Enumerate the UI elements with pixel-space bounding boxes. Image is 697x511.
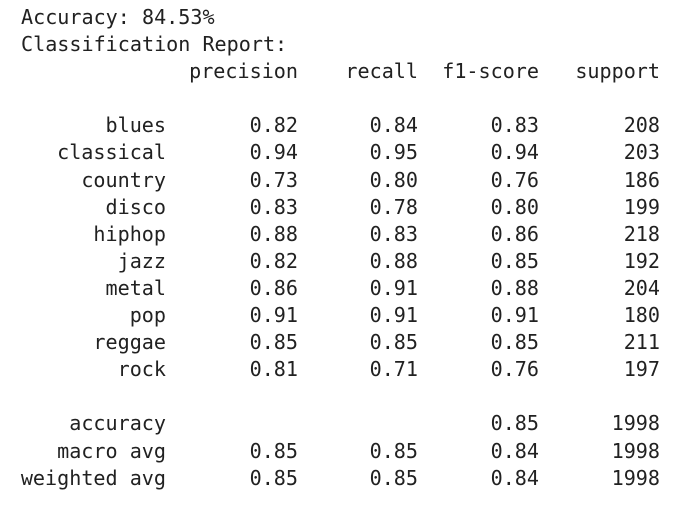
row-recall: 0.85 (369, 330, 418, 355)
row-recall: 0.85 (369, 465, 418, 490)
row-recall: 0.84 (369, 113, 418, 138)
row-label: country (81, 167, 166, 192)
report-row-classical: classical 0.94 0.95 0.94 203 (21, 139, 681, 166)
blank-line (21, 85, 681, 112)
row-f1-score: 0.88 (490, 275, 539, 300)
header-support: support (575, 59, 660, 84)
row-support: 204 (623, 275, 660, 300)
header-f1-score: f1-score (442, 59, 539, 84)
report-row-accuracy: accuracy 0.85 1998 (21, 410, 681, 437)
row-support: 211 (623, 330, 660, 355)
row-f1-score: 0.85 (490, 248, 539, 273)
row-f1-score: 0.76 (490, 167, 539, 192)
row-label: blues (105, 113, 167, 138)
row-label: macro avg (57, 438, 166, 463)
row-precision: 0.73 (249, 167, 298, 192)
console-output: Accuracy: 84.53% Classification Report: … (21, 4, 681, 492)
row-precision: 0.83 (249, 194, 298, 219)
row-label: reggae (93, 330, 166, 355)
row-recall: 0.85 (369, 438, 418, 463)
row-precision: 0.88 (249, 221, 298, 246)
row-support: 218 (623, 221, 660, 246)
row-recall: 0.80 (369, 167, 418, 192)
row-f1-score: 0.84 (490, 438, 539, 463)
report-row-rock: rock 0.81 0.71 0.76 197 (21, 356, 681, 383)
report-row-disco: disco 0.83 0.78 0.80 199 (21, 194, 681, 221)
row-label: classical (57, 140, 166, 165)
row-support: 180 (623, 303, 660, 328)
row-precision: 0.94 (249, 140, 298, 165)
report-row-metal: metal 0.86 0.91 0.88 204 (21, 275, 681, 302)
row-recall: 0.91 (369, 275, 418, 300)
row-recall: 0.91 (369, 303, 418, 328)
row-support: 197 (623, 357, 660, 382)
row-support: 208 (623, 113, 660, 138)
row-f1-score: 0.85 (490, 411, 539, 436)
row-label: rock (117, 357, 166, 382)
report-title: Classification Report: (21, 32, 288, 57)
report-row-reggae: reggae 0.85 0.85 0.85 211 (21, 329, 681, 356)
row-recall: 0.95 (369, 140, 418, 165)
row-f1-score: 0.84 (490, 465, 539, 490)
row-f1-score: 0.94 (490, 140, 539, 165)
report-row-country: country 0.73 0.80 0.76 186 (21, 167, 681, 194)
row-label: weighted avg (20, 465, 166, 490)
row-label: disco (105, 194, 167, 219)
row-recall: 0.78 (369, 194, 418, 219)
report-row-pop: pop 0.91 0.91 0.91 180 (21, 302, 681, 329)
row-f1-score: 0.91 (490, 303, 539, 328)
row-label: accuracy (69, 411, 166, 436)
report-header-row: precision recall f1-score support (21, 58, 681, 85)
row-label: pop (129, 303, 166, 328)
row-label: jazz (117, 248, 166, 273)
row-support: 186 (623, 167, 660, 192)
report-row-jazz: jazz 0.82 0.88 0.85 192 (21, 248, 681, 275)
row-label: hiphop (93, 221, 166, 246)
row-precision: 0.82 (249, 113, 298, 138)
row-precision: 0.91 (249, 303, 298, 328)
row-f1-score: 0.76 (490, 357, 539, 382)
report-row-weighted-avg: weighted avg 0.85 0.85 0.84 1998 (21, 465, 681, 492)
row-label: metal (105, 275, 167, 300)
row-precision: 0.81 (249, 357, 298, 382)
row-f1-score: 0.80 (490, 194, 539, 219)
row-support: 1998 (611, 438, 660, 463)
report-row-hiphop: hiphop 0.88 0.83 0.86 218 (21, 221, 681, 248)
accuracy-line: Accuracy: 84.53% (21, 5, 215, 29)
row-support: 1998 (611, 411, 660, 436)
row-support: 199 (623, 194, 660, 219)
row-support: 1998 (611, 465, 660, 490)
row-f1-score: 0.86 (490, 221, 539, 246)
row-f1-score: 0.85 (490, 330, 539, 355)
row-support: 203 (623, 140, 660, 165)
row-precision: 0.85 (249, 330, 298, 355)
blank-line (21, 383, 681, 410)
header-recall: recall (345, 59, 418, 84)
report-row-macro-avg: macro avg 0.85 0.85 0.84 1998 (21, 438, 681, 465)
row-support: 192 (623, 248, 660, 273)
row-recall: 0.71 (369, 357, 418, 382)
row-recall: 0.83 (369, 221, 418, 246)
header-precision: precision (189, 59, 298, 84)
row-f1-score: 0.83 (490, 113, 539, 138)
row-precision: 0.82 (249, 248, 298, 273)
row-precision: 0.85 (249, 438, 298, 463)
report-row-blues: blues 0.82 0.84 0.83 208 (21, 112, 681, 139)
row-precision: 0.85 (249, 465, 298, 490)
row-recall: 0.88 (369, 248, 418, 273)
row-precision: 0.86 (249, 275, 298, 300)
